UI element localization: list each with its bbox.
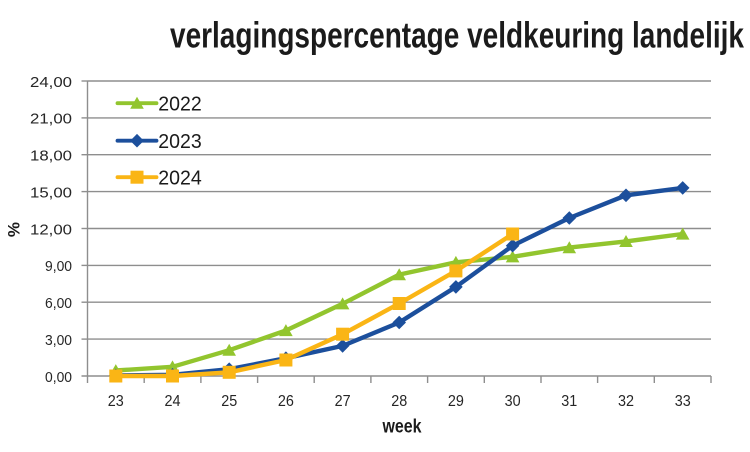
svg-text:verlagingspercentage veldkeuri: verlagingspercentage veldkeuring landeli…	[170, 14, 745, 55]
svg-text:15,00: 15,00	[30, 185, 72, 201]
svg-text:2023: 2023	[158, 130, 202, 153]
svg-text:30: 30	[505, 393, 521, 410]
svg-text:18,00: 18,00	[30, 149, 72, 165]
svg-text:29: 29	[448, 393, 464, 410]
svg-text:3,00: 3,00	[45, 333, 72, 349]
svg-text:week: week	[382, 416, 422, 437]
svg-text:%: %	[5, 222, 24, 237]
svg-text:0,00: 0,00	[45, 370, 72, 386]
svg-text:33: 33	[675, 393, 691, 410]
svg-text:28: 28	[391, 393, 407, 410]
svg-text:32: 32	[618, 393, 634, 410]
svg-text:21,00: 21,00	[30, 112, 72, 128]
svg-text:23: 23	[108, 393, 124, 410]
svg-text:26: 26	[278, 393, 294, 410]
svg-text:9,00: 9,00	[45, 259, 72, 275]
svg-text:24: 24	[165, 393, 181, 410]
svg-text:25: 25	[221, 393, 237, 410]
svg-text:31: 31	[561, 393, 577, 410]
svg-text:27: 27	[335, 393, 351, 410]
svg-text:24,00: 24,00	[30, 75, 72, 91]
svg-text:2024: 2024	[158, 167, 202, 190]
svg-text:12,00: 12,00	[30, 222, 72, 238]
svg-text:6,00: 6,00	[45, 296, 72, 312]
svg-text:2022: 2022	[158, 93, 202, 116]
